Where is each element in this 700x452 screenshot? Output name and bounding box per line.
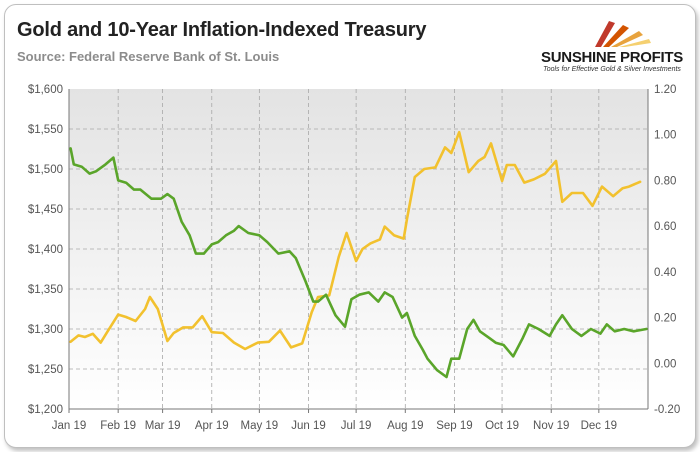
tick-labels: $1,200 $1,250 $1,300 $1,350 $1,400 $1,450 $1,5… (28, 84, 680, 432)
y-right-tick-label: 1.20 (654, 84, 676, 96)
x-tick-label: Jul 19 (341, 420, 372, 432)
y-left-tick-label: $1,300 (28, 324, 63, 336)
x-tick-label: Mar 19 (145, 420, 181, 432)
x-tick-label: Nov 19 (533, 420, 569, 432)
x-tick-label: Jan 19 (52, 420, 87, 432)
tips-yield-line (69, 147, 648, 379)
y-left-tick-label: $1,350 (28, 284, 63, 296)
x-tick-label: Feb 19 (100, 420, 136, 432)
y-left-tick-label: $1,200 (28, 404, 63, 416)
y-left-tick-label: $1,500 (28, 164, 63, 176)
x-tick-label: Aug 19 (387, 420, 423, 432)
logo-name: SUNSHINE PROFITS (541, 49, 683, 66)
gold-price-line (69, 130, 642, 351)
x-tick-label: Oct 19 (485, 420, 519, 432)
x-tick-label: Jun 19 (291, 420, 326, 432)
chart-source: Source: Federal Reserve Bank of St. Loui… (17, 49, 280, 64)
y-left-tick-label: $1,600 (28, 84, 63, 96)
logo-tagline: Tools for Effective Gold & Silver Invest… (543, 66, 681, 73)
sun-rays-icon (595, 21, 651, 47)
y-right-tick-label: 1.00 (654, 130, 676, 142)
y-right-tick-label: 0.80 (654, 175, 676, 187)
y-right-tick-label: -0.20 (654, 404, 680, 416)
x-tick-label: Apr 19 (195, 420, 229, 432)
y-right-tick-label: 0.40 (654, 267, 676, 279)
y-right-tick-label: 0.00 (654, 358, 676, 370)
sunshine-profits-logo: SUNSHINE PROFITS Tools for Effective Gol… (537, 11, 687, 77)
series-lines (69, 130, 648, 379)
x-tick-label: Dec 19 (581, 420, 617, 432)
y-left-tick-label: $1,400 (28, 244, 63, 256)
y-right-tick-label: 0.60 (654, 221, 676, 233)
chart-card: Gold and 10-Year Inflation-Indexed Treas… (4, 4, 696, 448)
chart-title: Gold and 10-Year Inflation-Indexed Treas… (17, 19, 427, 41)
x-tick-label: Sep 19 (436, 420, 472, 432)
axes (68, 89, 649, 413)
y-right-tick-label: 0.20 (654, 313, 676, 325)
y-left-tick-label: $1,550 (28, 124, 63, 136)
y-left-tick-label: $1,450 (28, 204, 63, 216)
line-chart: $1,200 $1,250 $1,300 $1,350 $1,400 $1,450 $1,5… (28, 84, 680, 432)
grid-lines (69, 89, 648, 409)
y-left-tick-label: $1,250 (28, 364, 63, 376)
x-tick-label: May 19 (240, 420, 278, 432)
